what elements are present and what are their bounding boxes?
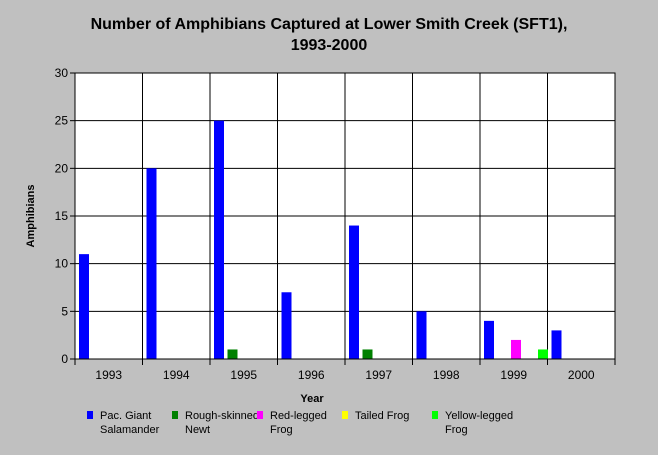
legend-swatch	[172, 411, 178, 419]
x-tick-label: 1996	[298, 368, 325, 382]
legend-swatch	[257, 411, 263, 419]
y-tick-label: 10	[55, 257, 69, 271]
y-tick-label: 5	[61, 304, 68, 318]
plot-border	[74, 72, 616, 360]
bar	[511, 339, 521, 359]
chart-title-line-2: 1993-2000	[290, 37, 368, 54]
chart-title-line-1: Number of Amphibians Captured at Lower S…	[90, 16, 568, 33]
legend-label: Yellow-legged	[445, 410, 513, 422]
x-tick-label: 2000	[568, 368, 595, 382]
legend-label: Rough-skinned	[185, 410, 259, 422]
y-tick-label: 20	[55, 161, 69, 175]
x-tick-label: 1993	[95, 368, 122, 382]
legend-label: Red-legged	[270, 410, 327, 422]
x-tick-label: 1994	[163, 368, 190, 382]
legend-label: Frog	[270, 424, 293, 436]
x-axis-title: Year	[300, 393, 324, 405]
legend-swatch	[342, 411, 348, 419]
legend-swatch	[87, 411, 93, 419]
y-tick-label: 15	[55, 209, 69, 223]
legend-label: Frog	[445, 424, 468, 436]
legend-label: Newt	[185, 424, 210, 436]
y-tick-label: 0	[61, 352, 68, 366]
y-tick-label: 25	[55, 114, 69, 128]
bar	[484, 320, 494, 359]
bar	[227, 349, 238, 359]
legend: Pac. Giant Salamander Rough-skinned Newt Red…	[87, 410, 513, 436]
legend-item: Rough-skinned Newt	[172, 410, 259, 436]
x-tick-label: 1995	[230, 368, 257, 382]
y-axis-title: Amphibians	[25, 185, 37, 248]
legend-item: Red-legged Frog	[257, 410, 327, 436]
x-tick-label: 1999	[500, 368, 527, 382]
bar	[146, 168, 157, 359]
x-tick-label: 1997	[365, 368, 392, 382]
bar	[349, 225, 359, 359]
y-tick-label: 30	[55, 66, 69, 80]
x-tick-label: 1998	[433, 368, 460, 382]
legend-label: Pac. Giant	[100, 410, 151, 422]
bar	[281, 292, 292, 359]
bar	[551, 330, 562, 359]
legend-swatch	[432, 411, 438, 419]
legend-item: Pac. Giant Salamander	[87, 410, 160, 436]
bar	[416, 311, 427, 359]
legend-item: Tailed Frog	[342, 410, 409, 422]
chart-title: Number of Amphibians Captured at Lower S…	[0, 14, 658, 56]
legend-label: Salamander	[100, 424, 160, 436]
legend-item: Yellow-legged Frog	[432, 410, 513, 436]
bar	[214, 120, 224, 360]
legend-label: Tailed Frog	[355, 410, 409, 422]
bar	[362, 349, 373, 359]
plot-area: 0 5 10 15 20 25 30 1993 1994 1995 1996 1997 1998 1999…	[55, 66, 616, 382]
bar	[79, 254, 89, 359]
bar	[538, 349, 548, 359]
